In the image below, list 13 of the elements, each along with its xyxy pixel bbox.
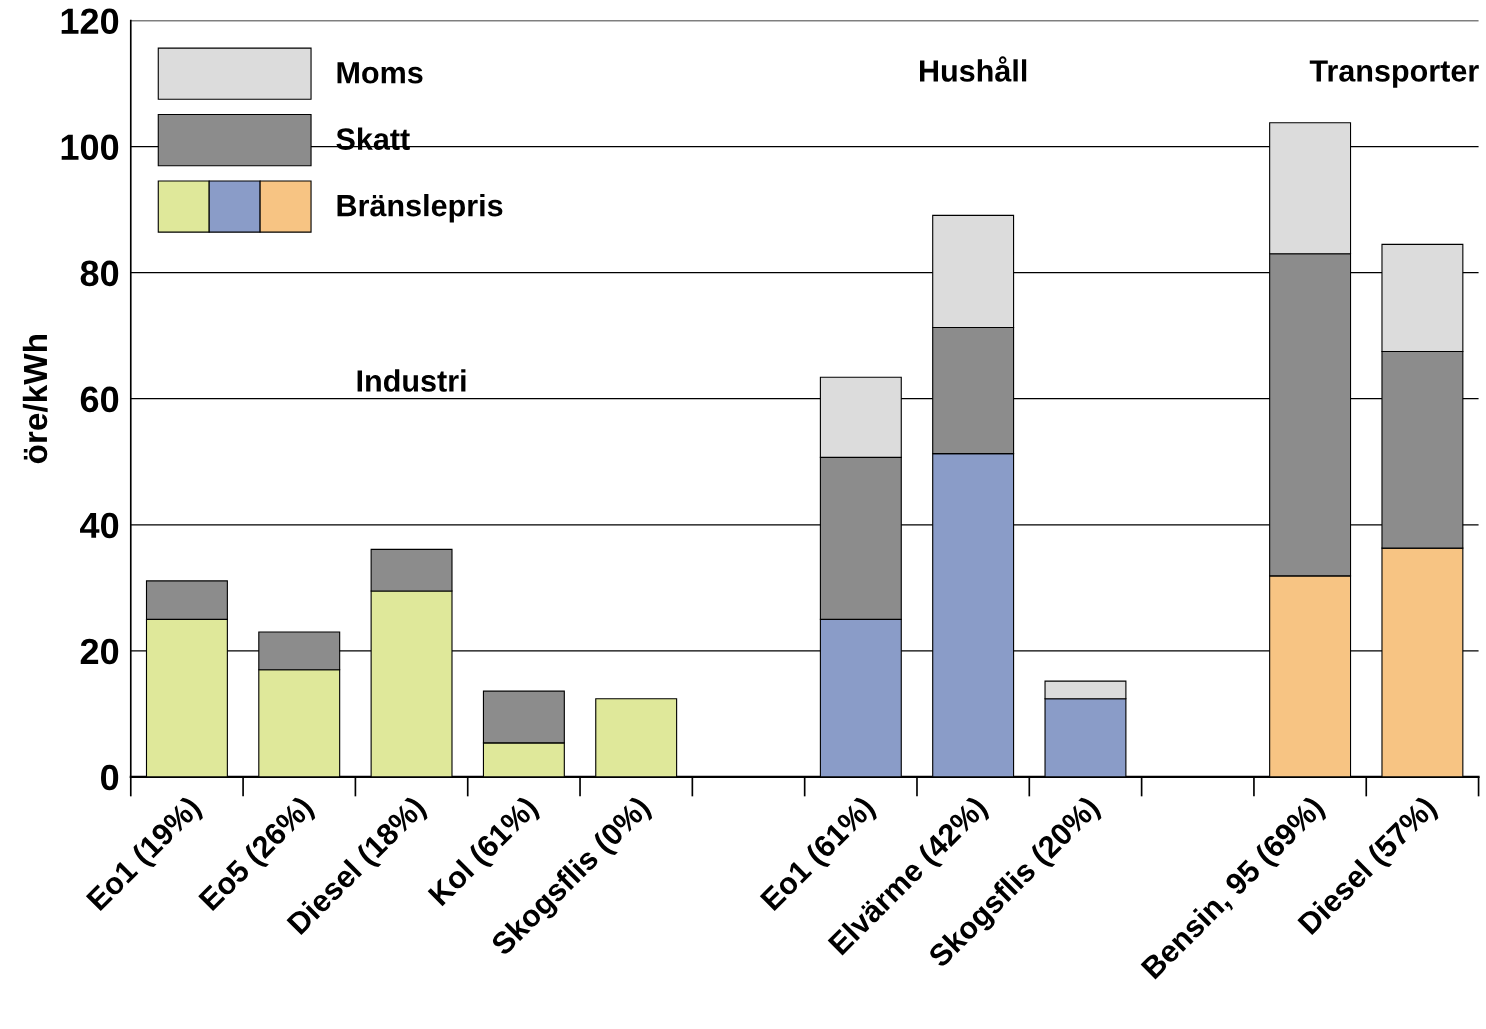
legend-label: Bränslepris <box>337 193 503 223</box>
y-tick-label: 80 <box>80 260 119 287</box>
y-tick-label: 0 <box>101 764 119 791</box>
y-tick-label: 120 <box>61 8 119 35</box>
y-axis-title: öre/kWh <box>22 335 48 464</box>
annotation: Industri <box>357 369 466 392</box>
annotation: Hushåll <box>920 56 1027 82</box>
annotation: Transporter <box>1309 60 1479 88</box>
y-tick-label: 40 <box>80 512 119 539</box>
y-tick-label: 20 <box>80 638 119 665</box>
y-tick-label: 100 <box>61 134 119 161</box>
legend-label: Moms <box>337 62 423 84</box>
y-tick-label: 60 <box>80 386 119 413</box>
